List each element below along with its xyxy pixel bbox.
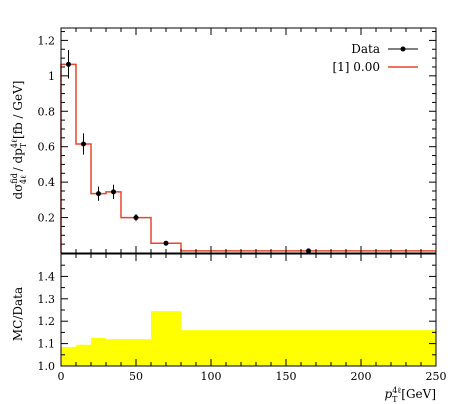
main-ytick-label-0: 0.2 (38, 212, 56, 225)
ratio-ytick-label-1: 1.1 (38, 338, 56, 351)
data-point-5 (163, 240, 169, 246)
main-ytick-label-1: 0.4 (38, 176, 56, 189)
legend-marker-data (400, 46, 406, 52)
main-ytick-label-3: 0.8 (38, 105, 56, 118)
ratio-band-bin-5 (151, 311, 181, 366)
main-ytick-label-5: 1.2 (38, 34, 56, 47)
ratio-band-bin-0 (61, 346, 76, 366)
legend: Data [1] 0.00 (332, 42, 418, 74)
ratio-ytick-label-2: 1.2 (38, 315, 56, 328)
xtick-label-3: 150 (276, 370, 297, 383)
xtick-label-5: 250 (426, 370, 447, 383)
data-point-4 (133, 215, 139, 221)
legend-label-prediction: [1] 0.00 (332, 60, 380, 74)
main-ylabel: dσfid4ℓ / dp4ℓT [fb / GeV] (10, 81, 28, 200)
xtick-label-0: 0 (58, 370, 65, 383)
ratio-ylabel: MC/Data (11, 287, 25, 341)
ratio-ytick-label-3: 1.3 (38, 293, 56, 306)
data-point-3 (111, 189, 116, 195)
legend-label-data: Data (351, 42, 380, 56)
ratio-band-bin-2 (91, 338, 106, 366)
ratio-band-bin-3 (106, 339, 121, 366)
data-point-6 (306, 248, 311, 254)
xlabel: p4ℓ T [GeV] (385, 386, 436, 404)
data-point-2 (96, 191, 101, 197)
ratio-ytick-label-0: 1.0 (38, 360, 56, 373)
ratio-panel: 0 50 100 150 200 250 1.0 1.1 1.2 1.3 1.4 (38, 253, 447, 383)
ratio-band-bin-1 (76, 344, 91, 366)
main-ytick-label-2: 0.6 (38, 141, 56, 154)
ratio-band-bin-6 (181, 330, 436, 366)
data-point-0 (66, 61, 71, 67)
main-ytick-label-4: 1 (48, 70, 55, 83)
xtick-label-1: 50 (129, 370, 143, 383)
xtick-label-2: 100 (201, 370, 222, 383)
prediction-histogram (60, 63, 436, 253)
data-point-1 (81, 141, 86, 147)
main-panel: 0.2 0.4 0.6 0.8 1 1.2 (38, 27, 437, 254)
ratio-ytick-label-4: 1.4 (38, 270, 56, 283)
main-frame (60, 27, 437, 254)
xtick-label-4: 200 (351, 370, 372, 383)
